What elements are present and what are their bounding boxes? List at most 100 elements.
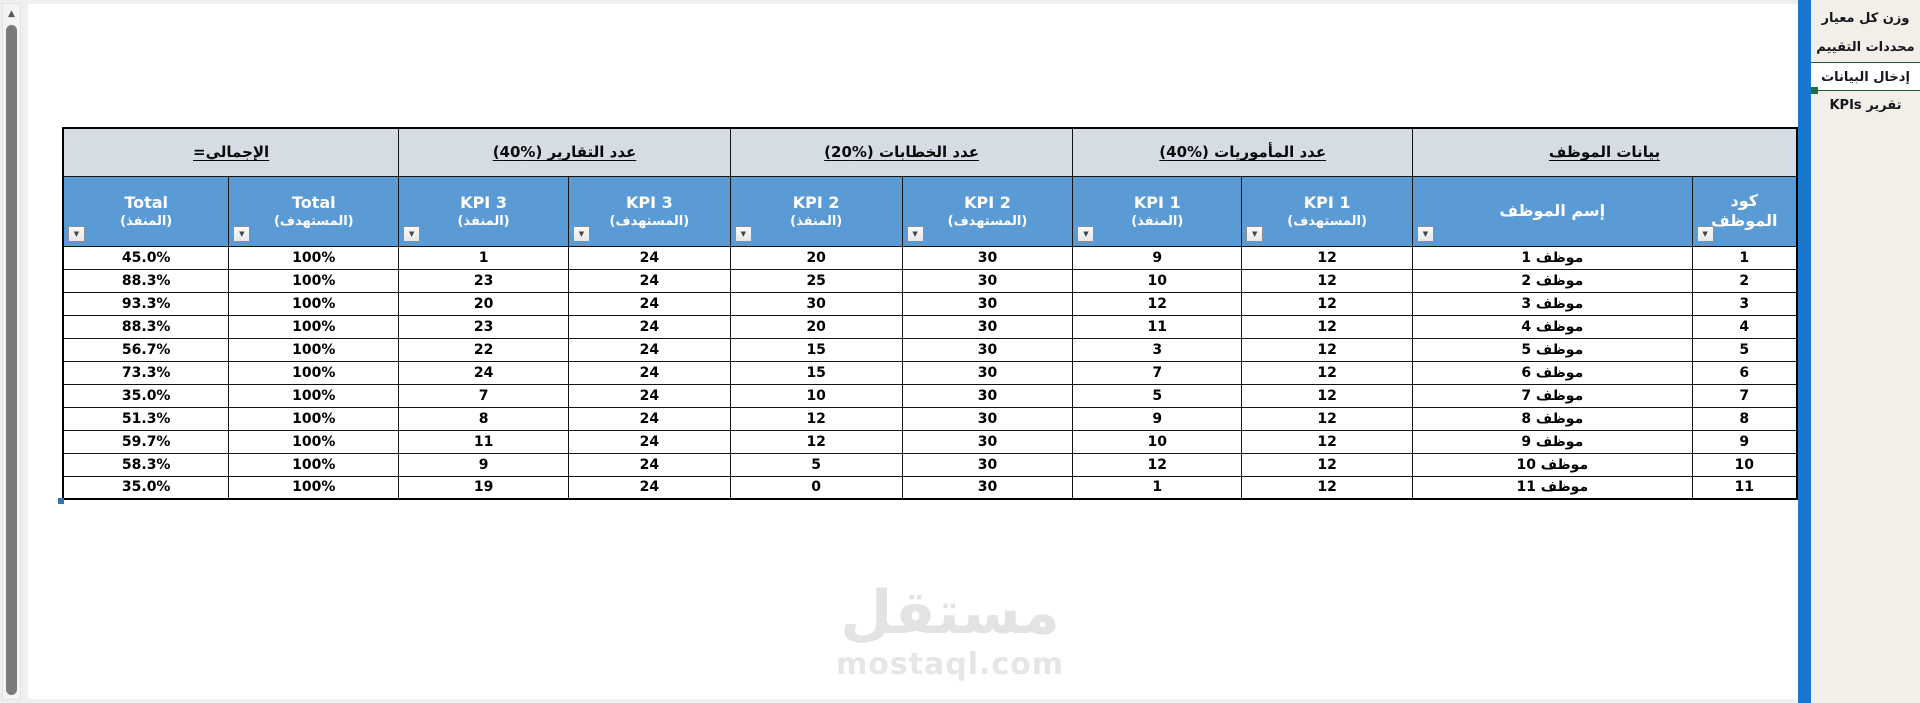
cell[interactable]: 1 [398,245,569,270]
sheet-tab-3[interactable]: تقرير KPIs [1811,91,1920,120]
cell[interactable]: 12 [1241,245,1413,270]
cell[interactable]: 100% [228,291,400,316]
cell[interactable]: 5 [1691,337,1798,362]
cell[interactable]: 30 [901,406,1074,431]
cell[interactable]: 12 [1241,360,1413,385]
cell[interactable]: 12 [1241,475,1413,500]
cell[interactable]: 22 [398,337,569,362]
cell[interactable]: 12 [1072,452,1243,477]
cell[interactable]: 30 [901,245,1074,270]
cell[interactable]: 30 [901,475,1074,500]
cell[interactable]: 100% [228,383,400,408]
cell[interactable]: 11 [1072,314,1243,339]
cell[interactable]: 100% [228,268,400,293]
cell[interactable]: 56.7% [62,337,230,362]
cell[interactable]: 30 [901,429,1074,454]
cell[interactable]: موظف 6 [1412,360,1693,385]
cell[interactable]: 24 [567,291,731,316]
cell[interactable]: 8 [1691,406,1798,431]
cell[interactable]: 12 [1241,291,1413,316]
cell[interactable]: 20 [729,314,903,339]
vertical-scrollbar[interactable]: ▲ [2,3,21,700]
cell[interactable]: 1 [1072,475,1243,500]
selection-handle[interactable] [58,498,64,504]
cell[interactable]: 30 [901,337,1074,362]
cell[interactable]: 24 [567,337,731,362]
cell[interactable]: 11 [1691,475,1798,500]
cell[interactable]: 30 [901,360,1074,385]
cell[interactable]: 23 [398,314,569,339]
cell[interactable]: 10 [729,383,903,408]
cell[interactable]: 10 [1072,268,1243,293]
scroll-up-icon[interactable]: ▲ [8,9,15,19]
cell[interactable]: 12 [1241,268,1413,293]
cell[interactable]: موظف 4 [1412,314,1693,339]
cell[interactable]: 12 [1072,291,1243,316]
cell[interactable]: 12 [729,429,903,454]
cell[interactable]: موظف 7 [1412,383,1693,408]
filter-dropdown-icon[interactable]: ▼ [403,225,421,242]
cell[interactable]: 5 [1072,383,1243,408]
cell[interactable]: 24 [567,452,731,477]
scrollbar-thumb[interactable] [6,25,17,695]
cell[interactable]: 35.0% [62,475,230,500]
cell[interactable]: 6 [1691,360,1798,385]
cell[interactable]: 7 [1072,360,1243,385]
cell[interactable]: 88.3% [62,314,230,339]
cell[interactable]: 12 [1241,452,1413,477]
cell[interactable]: 15 [729,337,903,362]
cell[interactable]: 30 [729,291,903,316]
cell[interactable]: 9 [1072,406,1243,431]
cell[interactable]: 25 [729,268,903,293]
filter-dropdown-icon[interactable]: ▼ [233,225,251,242]
cell[interactable]: 24 [567,429,731,454]
cell[interactable]: 0 [729,475,903,500]
cell[interactable]: 30 [901,268,1074,293]
cell[interactable]: 20 [729,245,903,270]
filter-dropdown-icon[interactable]: ▼ [1077,225,1095,242]
cell[interactable]: 9 [1072,245,1243,270]
cell[interactable]: 7 [398,383,569,408]
cell[interactable]: 100% [228,337,400,362]
cell[interactable]: 9 [1691,429,1798,454]
cell[interactable]: 1 [1691,245,1798,270]
filter-dropdown-icon[interactable]: ▼ [1246,225,1264,242]
cell[interactable]: 51.3% [62,406,230,431]
cell[interactable]: موظف 8 [1412,406,1693,431]
cell[interactable]: 7 [1691,383,1798,408]
cell[interactable]: 100% [228,245,400,270]
cell[interactable]: 3 [1691,291,1798,316]
cell[interactable]: 100% [228,314,400,339]
cell[interactable]: 12 [1241,337,1413,362]
filter-dropdown-icon[interactable]: ▼ [906,225,924,242]
cell[interactable]: 20 [398,291,569,316]
cell[interactable]: 12 [1241,406,1413,431]
cell[interactable]: موظف 5 [1412,337,1693,362]
cell[interactable]: 58.3% [62,452,230,477]
sheet-tab-0[interactable]: وزن كل معيار [1811,4,1920,33]
cell[interactable]: 24 [567,360,731,385]
cell[interactable]: 30 [901,314,1074,339]
cell[interactable]: 10 [1072,429,1243,454]
cell[interactable]: 9 [398,452,569,477]
cell[interactable]: موظف 2 [1412,268,1693,293]
cell[interactable]: 100% [228,429,400,454]
cell[interactable]: 30 [901,452,1074,477]
cell[interactable]: 3 [1072,337,1243,362]
cell[interactable]: 12 [729,406,903,431]
cell[interactable]: 59.7% [62,429,230,454]
cell[interactable]: 30 [901,383,1074,408]
filter-dropdown-icon[interactable]: ▼ [572,225,590,242]
sheet-tab-2[interactable]: إدخال البيانات [1811,62,1920,94]
cell[interactable]: 45.0% [62,245,230,270]
cell[interactable]: 5 [729,452,903,477]
cell[interactable]: 2 [1691,268,1798,293]
cell[interactable]: 93.3% [62,291,230,316]
cell[interactable]: 100% [228,360,400,385]
cell[interactable]: 35.0% [62,383,230,408]
cell[interactable]: 100% [228,475,400,500]
cell[interactable]: 30 [901,291,1074,316]
cell[interactable]: 10 [1691,452,1798,477]
cell[interactable]: 11 [398,429,569,454]
cell[interactable]: 23 [398,268,569,293]
